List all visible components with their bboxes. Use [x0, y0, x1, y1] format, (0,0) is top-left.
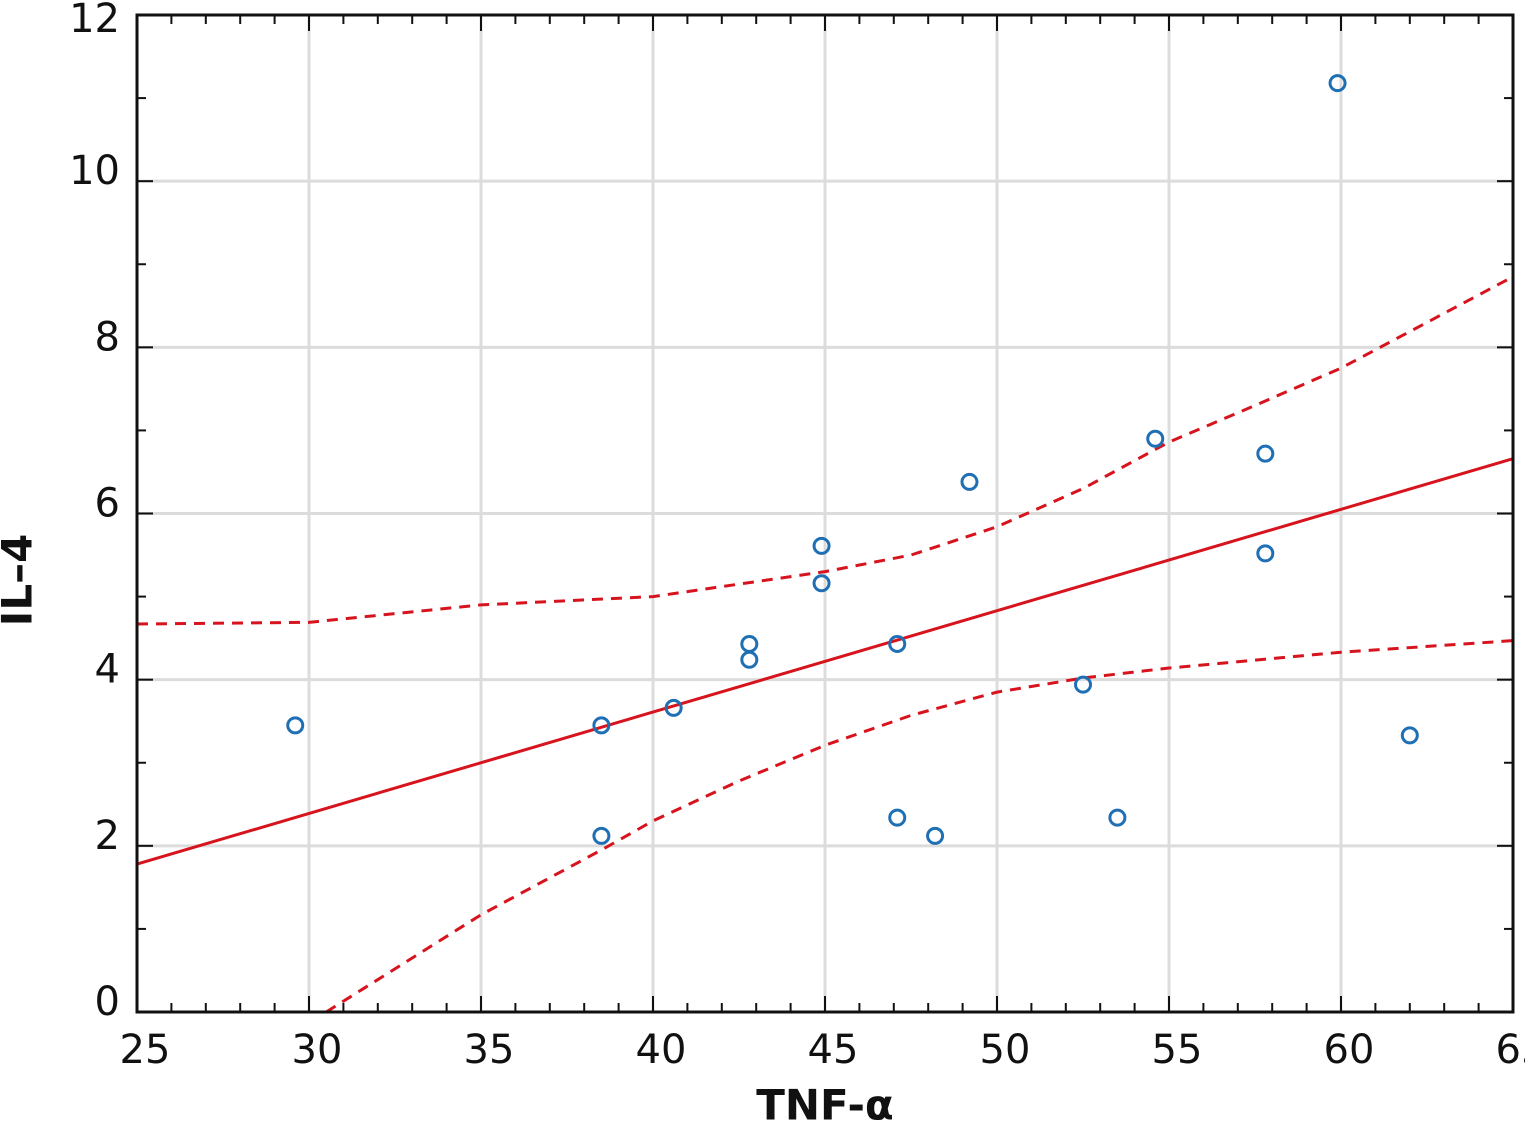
y-tick-label: 6 [95, 481, 120, 527]
confidence-band [325, 639, 1513, 1012]
y-tick-label: 8 [95, 314, 120, 360]
y-tick-label: 0 [95, 979, 120, 1025]
data-point [926, 826, 945, 845]
x-tick-label: 60 [1324, 1027, 1375, 1073]
y-axis-title: IL–4 [0, 534, 42, 627]
data-point [592, 716, 611, 735]
data-point [664, 698, 683, 717]
data-point [1108, 808, 1127, 827]
ticks: 25 30 35 40 45 50 55 60 65 0 2 4 6 8 10 12 [69, 0, 1525, 1073]
data-point [888, 808, 907, 827]
data-point [740, 650, 759, 669]
x-tick-label: 30 [292, 1027, 343, 1073]
x-tick-label: 35 [464, 1027, 515, 1073]
data-point [1074, 675, 1092, 694]
data-point [592, 826, 611, 845]
regression-line [137, 457, 1513, 866]
data-point [1256, 544, 1275, 563]
y-tick-label: 10 [69, 148, 120, 194]
data-point [1328, 74, 1347, 93]
data-point [812, 574, 831, 593]
x-tick-label: 65 [1496, 1027, 1525, 1073]
x-tick-label: 45 [808, 1027, 859, 1073]
x-tick-label: 25 [120, 1027, 171, 1073]
data-point [1400, 726, 1419, 745]
x-tick-label: 55 [1152, 1027, 1203, 1073]
data-point [812, 536, 831, 555]
data-point [888, 634, 907, 653]
data-point [1146, 429, 1165, 448]
y-tick-label: 4 [95, 647, 120, 693]
data-point [1256, 444, 1275, 463]
data-point [960, 472, 979, 491]
plot-area [137, 74, 1513, 1012]
data-point [286, 716, 305, 735]
x-axis-title: TNF-α [756, 1081, 893, 1130]
x-tick-label: 50 [980, 1027, 1031, 1073]
y-tick-label: 12 [69, 0, 120, 42]
y-tick-label: 2 [95, 813, 120, 859]
x-tick-label: 40 [636, 1027, 687, 1073]
grid [135, 13, 1515, 1014]
data-point [740, 634, 759, 653]
confidence-band [137, 275, 1513, 626]
